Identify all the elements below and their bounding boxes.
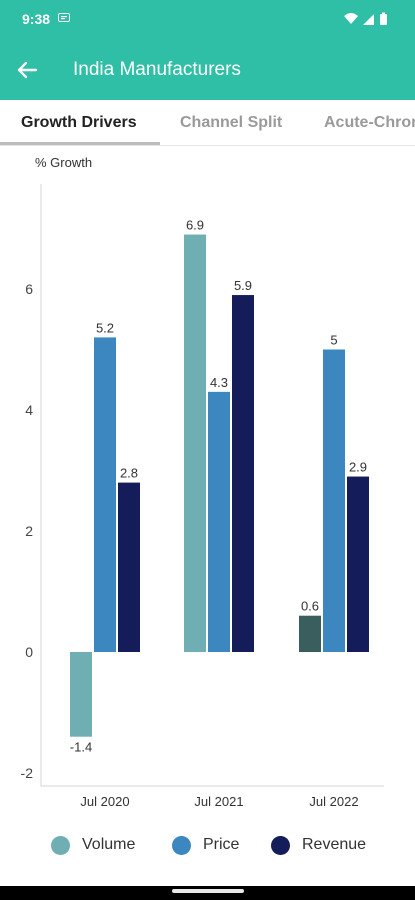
tab-bar: Growth Drivers Channel Split Acute-Chron [0, 100, 415, 146]
bar-revenue [232, 295, 254, 652]
arrow-back-icon[interactable] [14, 57, 40, 83]
y-tick-label: 6 [25, 281, 33, 297]
data-label: 4.3 [210, 375, 228, 390]
app-bar: India Manufacturers [0, 38, 415, 100]
page-title: India Manufacturers [73, 59, 241, 80]
data-label: -1.4 [70, 740, 92, 755]
x-tick-label: Jul 2022 [309, 794, 358, 809]
legend-label: Price [203, 836, 240, 853]
tab-indicator [0, 142, 160, 145]
legend-dot-revenue [271, 836, 290, 855]
bar-revenue [347, 476, 369, 652]
legend-dot-volume [51, 836, 70, 855]
battery-icon [380, 12, 387, 25]
x-tick-label: Jul 2021 [194, 794, 243, 809]
legend-label: Revenue [302, 836, 367, 853]
x-tick-label: Jul 2020 [80, 794, 129, 809]
y-tick-label: -2 [21, 765, 34, 781]
tab-channel-split[interactable]: Channel Split [180, 114, 283, 131]
busy-notification-icon [58, 13, 70, 22]
growth-chart: % Growth -2 0 2 4 6 -1.4 5.2 2.8 Jul 2020 6.9 4.3 5… [0, 146, 415, 886]
system-nav-bar [0, 886, 415, 900]
data-label: 5.2 [96, 320, 114, 335]
bar-price [323, 349, 345, 652]
status-icons [344, 12, 387, 25]
data-label: 5 [330, 333, 337, 348]
bar-revenue [118, 482, 140, 652]
data-label: 2.9 [349, 460, 367, 475]
bar-volume [184, 234, 206, 653]
bar-price [208, 391, 230, 652]
legend-dot-price [172, 836, 191, 855]
data-label: 0.6 [301, 599, 319, 614]
data-label: 2.8 [120, 466, 138, 481]
y-tick-label: 4 [25, 402, 33, 418]
tab-growth-drivers[interactable]: Growth Drivers [21, 114, 137, 131]
bar-volume [299, 615, 321, 652]
status-bar: 9:38 [0, 0, 415, 38]
data-label: 5.9 [234, 278, 252, 293]
data-label: 6.9 [186, 218, 204, 233]
wifi-icon [344, 13, 358, 24]
bar-chart: -2 0 2 4 6 -1.4 5.2 2.8 Jul 2020 6.9 4.3 5.9 Jul 202… [21, 184, 384, 809]
home-handle[interactable] [172, 889, 244, 893]
bar-volume [70, 652, 92, 737]
signal-icon [363, 14, 374, 25]
legend-label: Volume [82, 836, 136, 853]
chart-legend: Volume Price Revenue [0, 834, 415, 862]
y-tick-label: 2 [25, 523, 33, 539]
status-time: 9:38 [22, 11, 51, 27]
chart-ylabel: % Growth [35, 155, 93, 170]
y-tick-label: 0 [25, 644, 33, 660]
bar-price [94, 337, 116, 652]
tab-acute-chronic[interactable]: Acute-Chron [324, 114, 415, 131]
